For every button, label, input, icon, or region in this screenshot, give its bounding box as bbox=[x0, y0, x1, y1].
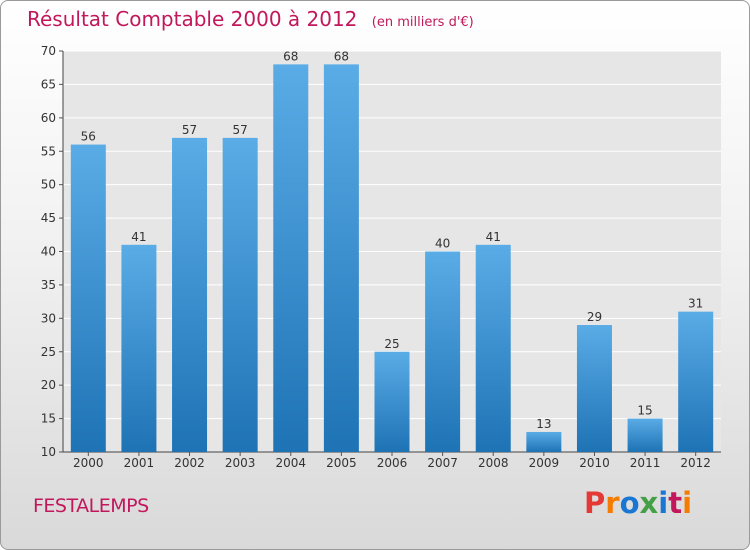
data-label: 40 bbox=[435, 237, 450, 251]
bar bbox=[121, 244, 157, 452]
logo-letter: r bbox=[605, 486, 620, 520]
chart-subtitle: (en milliers d'€) bbox=[371, 15, 474, 30]
bar bbox=[475, 244, 511, 452]
logo-letter: i bbox=[658, 486, 669, 520]
x-tick-label: 2005 bbox=[326, 456, 357, 470]
y-tick-label: 25 bbox=[41, 345, 56, 359]
x-tick-label: 2010 bbox=[579, 456, 610, 470]
x-tick-label: 2012 bbox=[680, 456, 711, 470]
commune-name: FESTALEMPS bbox=[33, 495, 149, 517]
chart-title-block: Résultat Comptable 2000 à 2012 (en milli… bbox=[27, 7, 474, 31]
y-tick-label: 50 bbox=[41, 178, 56, 192]
data-label: 29 bbox=[587, 310, 602, 324]
y-tick-label: 15 bbox=[41, 412, 56, 426]
bar bbox=[576, 325, 612, 452]
bar bbox=[172, 137, 208, 452]
data-label: 57 bbox=[182, 123, 197, 137]
data-label: 15 bbox=[637, 404, 652, 418]
y-tick-label: 70 bbox=[41, 44, 56, 58]
bar bbox=[526, 431, 562, 452]
x-tick-label: 2006 bbox=[377, 456, 408, 470]
x-tick-label: 2004 bbox=[275, 456, 306, 470]
y-tick-label: 60 bbox=[41, 111, 56, 125]
x-tick-label: 2000 bbox=[73, 456, 104, 470]
y-tick-label: 45 bbox=[41, 211, 56, 225]
data-label: 68 bbox=[283, 49, 298, 63]
data-label: 31 bbox=[688, 297, 703, 311]
data-label: 68 bbox=[334, 49, 349, 63]
logo-letter: t bbox=[668, 486, 683, 520]
x-tick-label: 2001 bbox=[124, 456, 155, 470]
bar bbox=[323, 64, 359, 452]
x-tick-label: 2008 bbox=[478, 456, 509, 470]
x-tick-label: 2007 bbox=[427, 456, 458, 470]
x-tick-label: 2011 bbox=[630, 456, 661, 470]
logo-letter: o bbox=[619, 486, 640, 520]
y-tick-label: 35 bbox=[41, 278, 56, 292]
x-tick-label: 2002 bbox=[174, 456, 205, 470]
y-tick-label: 20 bbox=[41, 378, 56, 392]
bar bbox=[374, 351, 410, 452]
y-tick-label: 40 bbox=[41, 245, 56, 259]
data-label: 25 bbox=[384, 337, 399, 351]
x-tick-label: 2003 bbox=[225, 456, 256, 470]
data-label: 13 bbox=[536, 417, 551, 431]
logo-letter: i bbox=[682, 486, 693, 520]
data-label: 57 bbox=[233, 123, 248, 137]
y-tick-label: 65 bbox=[41, 77, 56, 91]
bar bbox=[425, 251, 461, 452]
y-tick-label: 10 bbox=[41, 445, 56, 459]
bar bbox=[627, 418, 663, 452]
proxiti-logo: Proxiti bbox=[584, 486, 692, 520]
data-label: 56 bbox=[81, 130, 96, 144]
data-label: 41 bbox=[486, 230, 501, 244]
y-tick-label: 30 bbox=[41, 311, 56, 325]
y-tick-label: 55 bbox=[41, 144, 56, 158]
bar bbox=[70, 144, 106, 453]
bar bbox=[678, 311, 714, 452]
chart-title: Résultat Comptable 2000 à 2012 bbox=[27, 7, 358, 31]
bar bbox=[273, 64, 309, 452]
data-label: 41 bbox=[131, 230, 146, 244]
x-tick-label: 2009 bbox=[529, 456, 560, 470]
logo-letter: x bbox=[639, 486, 659, 520]
logo-letter: P bbox=[584, 486, 606, 520]
bar bbox=[222, 137, 258, 452]
